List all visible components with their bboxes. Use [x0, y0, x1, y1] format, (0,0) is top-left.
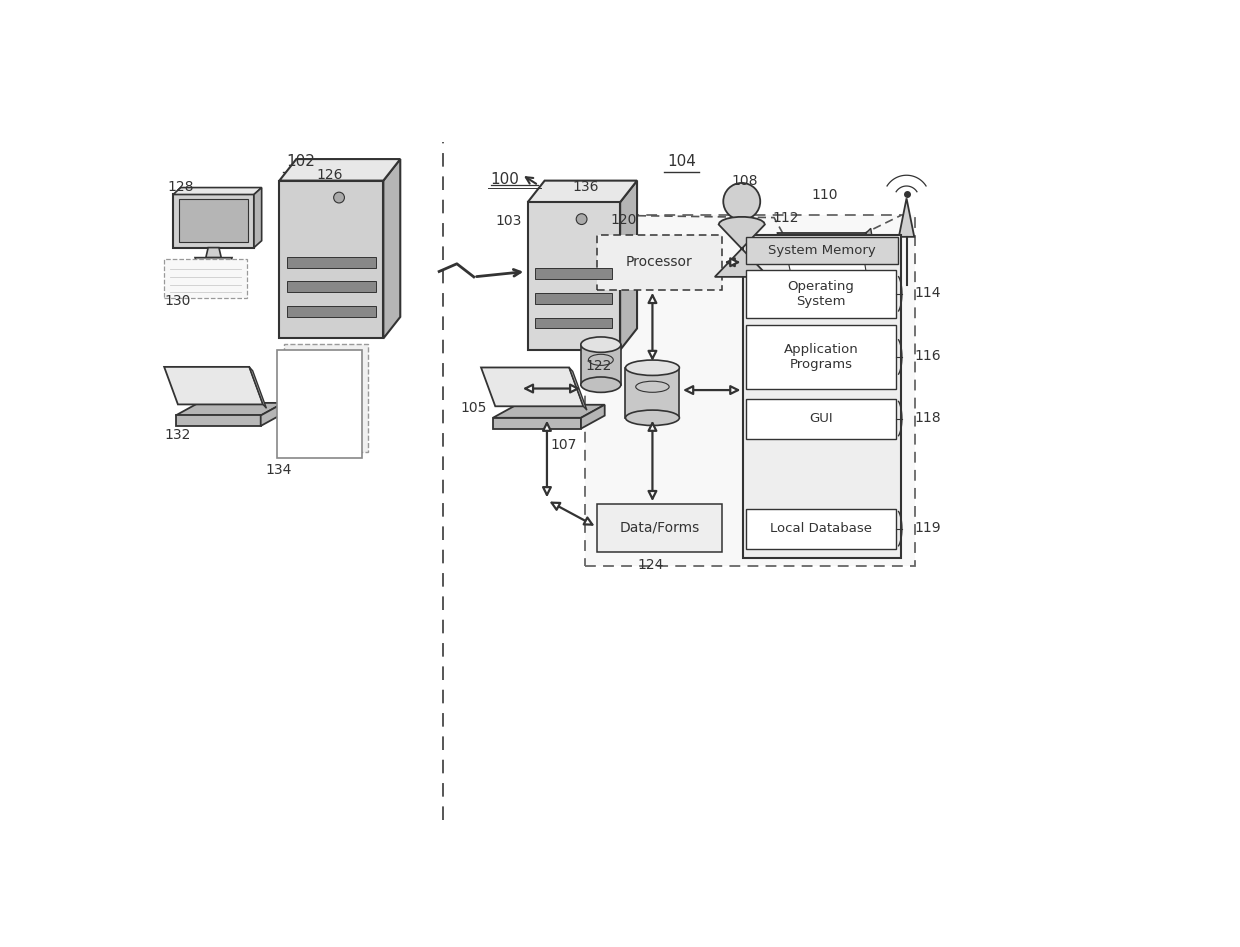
Text: 126: 126: [316, 169, 342, 182]
Text: 124: 124: [637, 558, 663, 572]
Polygon shape: [492, 404, 605, 418]
Text: 136: 136: [573, 181, 599, 194]
Bar: [746, 237, 898, 264]
Text: 108: 108: [732, 174, 758, 188]
Polygon shape: [777, 233, 875, 293]
Polygon shape: [254, 188, 262, 247]
Bar: [288, 306, 376, 317]
Text: 105: 105: [460, 402, 486, 416]
Bar: [288, 257, 376, 268]
Bar: [536, 317, 613, 329]
Polygon shape: [176, 416, 260, 426]
Polygon shape: [180, 199, 248, 242]
Polygon shape: [492, 418, 582, 429]
Text: 120: 120: [611, 213, 637, 227]
Text: 134: 134: [265, 463, 293, 477]
Text: Operating
System: Operating System: [787, 279, 854, 308]
Polygon shape: [164, 366, 263, 404]
Text: 116: 116: [914, 349, 941, 363]
Circle shape: [334, 192, 345, 203]
Ellipse shape: [625, 360, 680, 375]
Text: GUI: GUI: [810, 412, 833, 425]
Text: 103: 103: [495, 214, 522, 228]
Polygon shape: [174, 188, 262, 194]
Bar: [625, 367, 680, 418]
Polygon shape: [582, 404, 605, 429]
Polygon shape: [174, 194, 254, 247]
Polygon shape: [260, 402, 284, 426]
Polygon shape: [279, 159, 401, 181]
Bar: [746, 509, 895, 548]
Ellipse shape: [625, 410, 680, 425]
Polygon shape: [206, 247, 221, 258]
Text: 110: 110: [811, 188, 837, 203]
Polygon shape: [249, 366, 267, 408]
Bar: [278, 350, 362, 457]
Polygon shape: [569, 367, 587, 410]
Bar: [536, 293, 613, 304]
Bar: [746, 326, 895, 388]
Polygon shape: [528, 203, 620, 350]
Polygon shape: [620, 181, 637, 350]
Polygon shape: [383, 159, 401, 338]
Text: 119: 119: [914, 521, 941, 535]
Circle shape: [723, 183, 760, 220]
Ellipse shape: [580, 377, 621, 392]
Text: 132: 132: [164, 428, 191, 442]
Polygon shape: [866, 228, 880, 293]
Text: 118: 118: [914, 411, 941, 424]
Bar: [288, 281, 376, 293]
Text: Local Database: Local Database: [770, 522, 872, 535]
Text: 128: 128: [167, 181, 193, 194]
Bar: [746, 270, 895, 317]
Bar: [746, 399, 895, 438]
Text: 112: 112: [773, 211, 799, 225]
Polygon shape: [899, 198, 914, 237]
Text: System Memory: System Memory: [769, 243, 877, 257]
Text: 100: 100: [491, 171, 520, 187]
Polygon shape: [714, 217, 769, 277]
Bar: [164, 259, 248, 297]
Polygon shape: [481, 367, 583, 406]
Polygon shape: [279, 181, 383, 338]
Bar: [284, 344, 368, 452]
Bar: [596, 235, 722, 290]
Polygon shape: [777, 293, 875, 304]
Text: Application
Programs: Application Programs: [784, 343, 858, 371]
Text: 104: 104: [667, 154, 696, 170]
Bar: [743, 235, 901, 558]
Polygon shape: [195, 258, 232, 263]
Text: 114: 114: [914, 286, 941, 300]
Circle shape: [577, 214, 587, 224]
Text: 122: 122: [585, 359, 611, 373]
Text: 102: 102: [286, 154, 315, 170]
Polygon shape: [528, 181, 637, 203]
Bar: [580, 345, 621, 384]
Polygon shape: [176, 402, 284, 416]
Text: 107: 107: [551, 438, 577, 452]
Bar: [596, 504, 722, 552]
Bar: [585, 215, 915, 565]
Text: Data/Forms: Data/Forms: [619, 521, 699, 535]
Polygon shape: [782, 238, 868, 287]
Text: 130: 130: [164, 294, 191, 308]
Ellipse shape: [580, 337, 621, 352]
Text: Processor: Processor: [626, 256, 693, 269]
Bar: [536, 268, 613, 279]
